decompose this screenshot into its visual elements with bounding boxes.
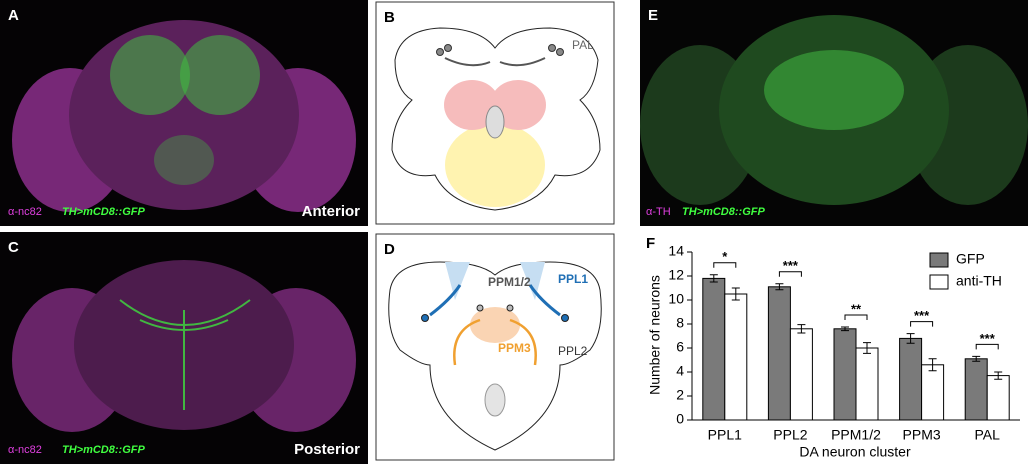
significance-label: *** <box>914 308 930 323</box>
y-tick-label: 14 <box>668 243 684 259</box>
panel-label: E <box>648 7 658 24</box>
panel-a: A α-nc82 TH>mCD8::GFP Anterior <box>0 0 368 226</box>
x-tick-label: PPL2 <box>773 427 807 443</box>
reporter-label: TH>mCD8::GFP <box>62 206 145 218</box>
significance-bracket <box>844 314 868 320</box>
cluster-label: PPL1 <box>558 272 588 286</box>
panel-label: B <box>384 9 395 26</box>
neuron <box>561 314 569 322</box>
significance-label: ** <box>851 301 862 316</box>
stain-label: α-nc82 <box>8 206 42 218</box>
projection <box>429 284 561 317</box>
error-bar <box>928 358 937 372</box>
significance-label: *** <box>980 331 996 346</box>
y-tick-label: 8 <box>676 315 684 331</box>
neuron <box>444 44 452 52</box>
region <box>470 307 520 343</box>
y-tick-label: 4 <box>676 363 684 379</box>
cluster-label: PPL2 <box>558 344 588 358</box>
neuron <box>476 304 484 312</box>
bar <box>724 293 748 421</box>
reporter-label: TH>mCD8::GFP <box>62 444 145 456</box>
reporter-label: TH>mCD8::GFP <box>682 206 765 218</box>
neuron <box>421 314 429 322</box>
panel-label: D <box>384 241 395 258</box>
gfp-signal <box>110 35 190 115</box>
bar <box>767 286 791 421</box>
bar <box>899 337 923 421</box>
significance-label: *** <box>783 258 799 273</box>
bar <box>855 347 879 421</box>
neuron <box>556 48 564 56</box>
cluster-label: PPM1/2 <box>488 275 531 289</box>
gfp-signal <box>764 50 904 130</box>
error-bar <box>797 324 806 334</box>
error-bar <box>841 326 849 332</box>
bar <box>789 328 813 421</box>
panel-e: E α-TH TH>mCD8::GFP <box>640 0 1028 226</box>
significance-label: * <box>722 249 728 264</box>
y-axis-label: Number of neurons <box>647 275 663 395</box>
cluster-label: PPM3 <box>498 341 531 355</box>
panel-f: F Number of neurons DA neuron cluster 0 2… <box>646 235 1020 460</box>
bar <box>964 358 988 421</box>
orientation-label: Anterior <box>302 203 361 220</box>
cluster-label: PAL <box>572 38 594 52</box>
legend-swatch <box>929 252 949 268</box>
y-tick-label: 12 <box>668 267 684 283</box>
legend-swatch <box>929 274 949 290</box>
error-bar <box>994 371 1003 380</box>
x-tick-label: PPM3 <box>903 427 941 443</box>
error-bar <box>972 355 981 362</box>
error-bar <box>731 287 740 301</box>
panel-label: A <box>8 7 19 24</box>
x-axis-label: DA neuron cluster <box>799 444 911 460</box>
y-tick-label: 2 <box>676 387 684 403</box>
panel-label: C <box>8 239 19 256</box>
significance-bracket <box>778 271 802 277</box>
panel-c: C α-nc82 TH>mCD8::GFP Posterior <box>0 232 368 464</box>
bar <box>833 328 857 421</box>
error-bar <box>906 333 915 344</box>
legend-label: anti-TH <box>956 273 1002 289</box>
bar <box>702 277 726 421</box>
y-tick-label: 0 <box>676 411 684 427</box>
gfp-signal <box>180 35 260 115</box>
region <box>485 105 505 139</box>
gfp-signal <box>154 135 214 185</box>
legend-label: GFP <box>956 251 985 267</box>
significance-bracket <box>713 262 737 268</box>
y-tick-label: 10 <box>668 291 684 307</box>
significance-bracket <box>975 343 999 350</box>
neuron <box>436 48 444 56</box>
neuron <box>506 304 514 312</box>
brain-outline <box>388 261 602 451</box>
stain-label: α-TH <box>646 206 671 218</box>
projection <box>453 318 537 366</box>
gfp-signal <box>119 299 251 410</box>
neuron <box>548 44 556 52</box>
bar <box>986 375 1010 421</box>
projection <box>444 57 546 67</box>
region <box>445 262 545 300</box>
panel-label: F <box>646 235 655 252</box>
panel-b: B PAL <box>375 1 615 225</box>
error-bar <box>709 274 718 283</box>
error-bar <box>863 342 871 354</box>
panel-d: D PPM1/2 PPL1 PPM3 PPL2 <box>375 233 615 461</box>
region <box>445 123 545 207</box>
x-tick-label: PAL <box>974 427 1000 443</box>
error-bar <box>775 283 784 291</box>
bar <box>921 364 945 421</box>
region <box>484 383 506 417</box>
y-tick-label: 6 <box>676 339 684 355</box>
orientation-label: Posterior <box>294 441 360 458</box>
stain-label: α-nc82 <box>8 444 42 456</box>
x-tick-label: PPL1 <box>708 427 742 443</box>
significance-bracket <box>910 321 934 327</box>
x-tick-label: PPM1/2 <box>831 427 881 443</box>
